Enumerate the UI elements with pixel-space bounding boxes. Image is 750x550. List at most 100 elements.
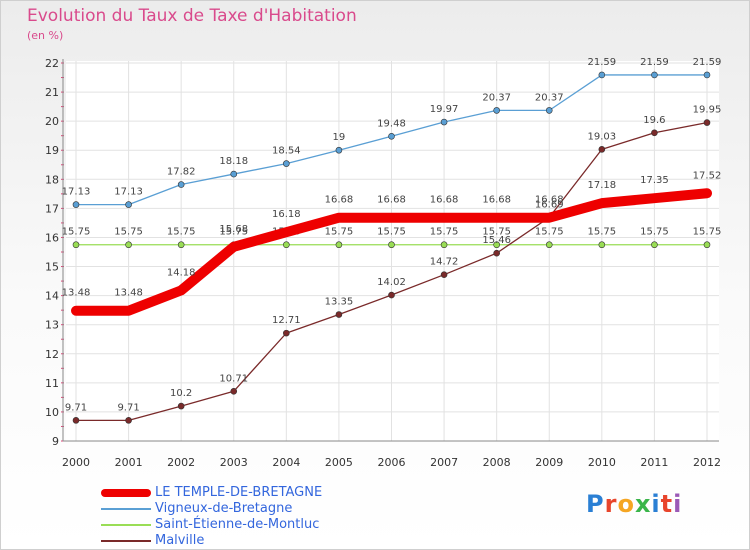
data-label: 15.75	[377, 227, 406, 238]
x-tick-label: 2000	[62, 456, 90, 469]
data-label: 15.75	[535, 227, 564, 238]
proxiti-logo: Proxiti	[586, 490, 682, 518]
x-tick-label: 2005	[325, 456, 353, 469]
data-label: 18.54	[272, 146, 301, 157]
series-line	[71, 188, 712, 316]
data-label: 15.75	[325, 227, 354, 238]
y-tick-label: 20	[45, 115, 59, 128]
data-point	[703, 71, 711, 79]
data-label: 9.71	[65, 402, 87, 413]
x-tick-label: 2011	[640, 456, 668, 469]
data-label: 16.68	[377, 195, 406, 206]
data-label: 19.03	[588, 131, 617, 142]
logo-letter: i	[651, 490, 661, 518]
data-point	[651, 71, 658, 79]
x-tick-label: 2003	[220, 456, 248, 469]
data-label: 10.71	[219, 373, 248, 384]
data-label: 21.59	[588, 57, 617, 68]
data-label: 15.75	[167, 227, 196, 238]
data-label: 17.82	[167, 167, 196, 178]
y-tick-label: 10	[45, 406, 59, 419]
legend-label: Malville	[155, 533, 205, 548]
legend-swatch	[101, 508, 151, 510]
data-label: 17.13	[114, 187, 143, 198]
data-label: 14.72	[430, 257, 459, 268]
data-point	[493, 241, 500, 249]
data-point	[440, 118, 448, 126]
data-point	[72, 201, 80, 208]
y-tick-label: 22	[45, 57, 59, 70]
y-tick-label: 13	[45, 319, 59, 332]
data-label: 15.75	[588, 227, 617, 238]
y-tick-label: 19	[45, 144, 59, 157]
data-point	[493, 249, 500, 257]
data-point	[283, 329, 290, 337]
y-tick-label: 12	[45, 348, 59, 361]
data-point	[703, 119, 711, 126]
data-label: 21.59	[640, 57, 669, 68]
data-label: 13.48	[114, 288, 143, 299]
data-label: 16.68	[325, 195, 354, 206]
data-label: 15.75	[114, 227, 143, 238]
data-label: 20.37	[535, 92, 564, 103]
x-tick-label: 2012	[693, 456, 721, 469]
data-point	[177, 402, 185, 410]
y-tick-label: 11	[45, 377, 59, 390]
data-point	[440, 271, 448, 278]
data-point	[440, 241, 448, 249]
y-tick-label: 14	[45, 290, 59, 303]
data-label: 15.68	[219, 224, 248, 235]
data-label: 21.59	[693, 57, 722, 68]
chart-unit-label: (en %)	[27, 29, 64, 42]
x-tick-label: 2008	[483, 456, 511, 469]
data-point	[125, 241, 132, 249]
data-label: 16.69	[535, 199, 564, 210]
x-tick-label: 2006	[378, 456, 406, 469]
data-label: 16.68	[482, 195, 511, 206]
data-point	[283, 160, 290, 167]
y-tick-label: 17	[45, 202, 59, 215]
data-label: 15.75	[62, 227, 91, 238]
data-label: 14.18	[167, 267, 196, 278]
data-label: 12.71	[272, 315, 301, 326]
data-point	[651, 241, 658, 249]
data-label: 15.46	[482, 235, 511, 246]
logo-letter: i	[673, 490, 683, 518]
data-point	[125, 417, 132, 424]
data-point	[335, 311, 343, 318]
legend-label: Vigneux-de-Bretagne	[155, 501, 293, 516]
x-tick-label: 2007	[430, 456, 458, 469]
x-tick-label: 2004	[272, 456, 300, 469]
data-point	[283, 241, 290, 249]
data-label: 17.18	[588, 180, 617, 191]
data-label: 19.95	[693, 105, 722, 116]
data-label: 13.35	[325, 297, 354, 308]
data-label: 13.48	[62, 288, 91, 299]
data-label: 15.75	[482, 227, 511, 238]
data-point	[230, 170, 238, 178]
y-tick-label: 18	[45, 173, 59, 186]
data-point	[72, 241, 80, 249]
data-point	[177, 181, 185, 188]
data-point	[703, 241, 711, 249]
legend-swatch	[101, 540, 151, 542]
data-point	[388, 132, 395, 140]
data-point	[388, 291, 395, 299]
data-label: 19	[333, 132, 346, 143]
legend-label: LE TEMPLE-DE-BRETAGNE	[155, 485, 323, 500]
y-tick-label: 21	[45, 86, 59, 99]
data-label: 15.75	[693, 227, 722, 238]
data-label: 17.13	[62, 187, 91, 198]
legend-swatch	[101, 489, 151, 497]
plot-area	[66, 61, 719, 441]
data-point	[388, 241, 395, 249]
data-point	[598, 241, 606, 249]
data-label: 9.71	[117, 402, 139, 413]
chart-title: Evolution du Taux de Taxe d'Habitation	[27, 6, 357, 26]
data-point	[72, 417, 80, 424]
logo-letter: x	[634, 490, 652, 518]
data-point	[493, 107, 500, 114]
data-point	[335, 146, 343, 154]
data-label: 15.75	[640, 227, 669, 238]
